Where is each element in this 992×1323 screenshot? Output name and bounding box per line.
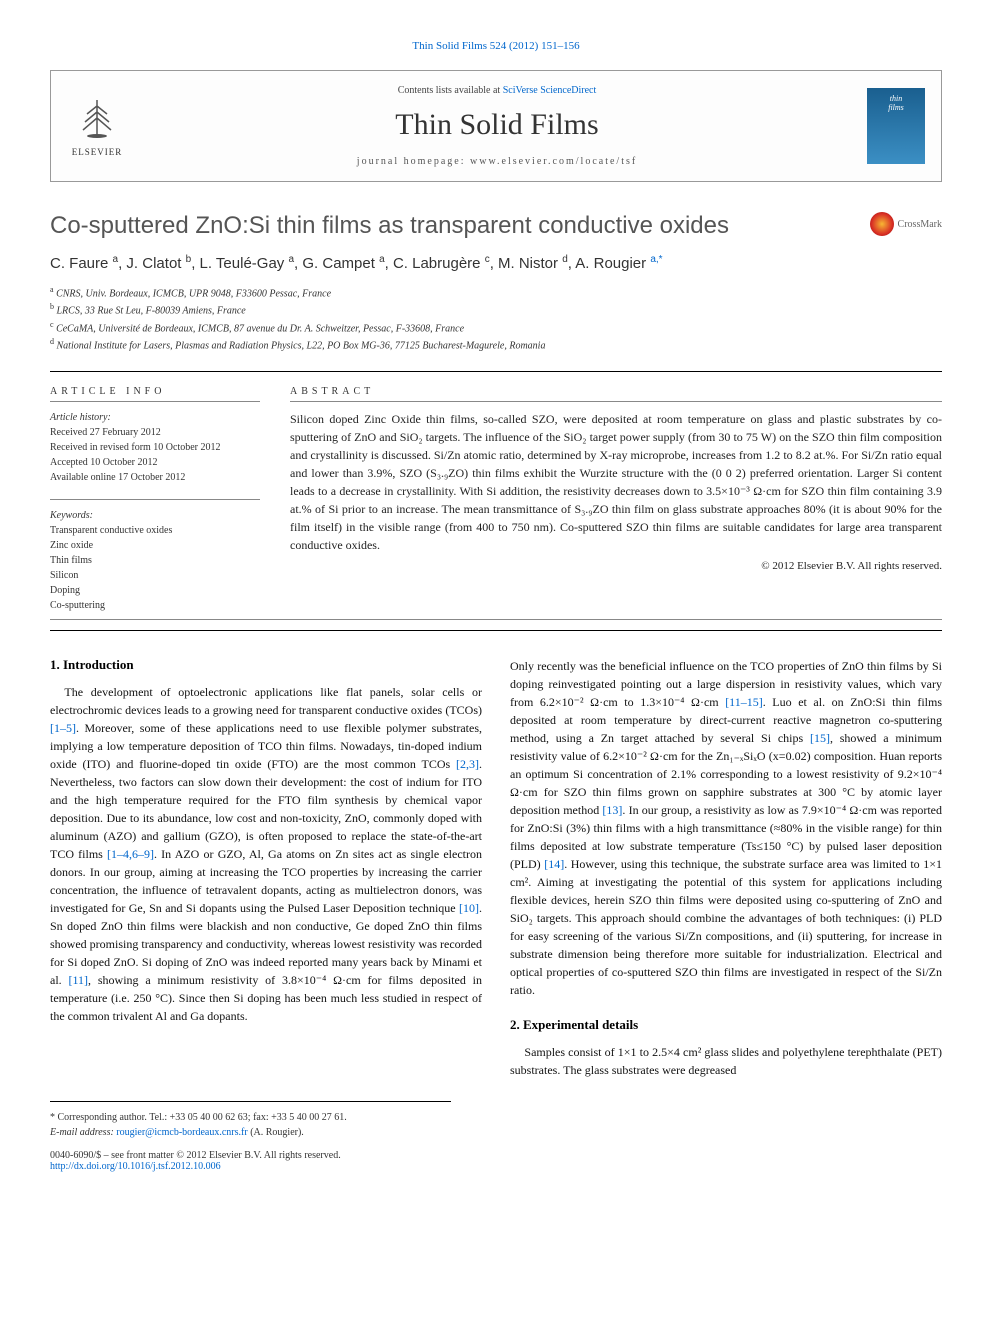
experimental-para-1: Samples consist of 1×1 to 2.5×4 cm² glas… — [510, 1043, 942, 1079]
authors-list: C. Faure a, J. Clatot b, L. Teulé-Gay a,… — [50, 254, 942, 272]
contents-line: Contents lists available at SciVerse Sci… — [147, 85, 847, 96]
intro-heading: 1. Introduction — [50, 657, 482, 673]
corresponding-author-footer: * Corresponding author. Tel.: +33 05 40 … — [50, 1101, 451, 1140]
journal-cover-icon: thin films — [867, 88, 925, 164]
crossmark-icon — [870, 212, 894, 236]
left-column: 1. Introduction The development of optoe… — [50, 657, 482, 1079]
journal-header: ELSEVIER Contents lists available at Sci… — [50, 70, 942, 182]
keywords: Keywords: Transparent conductive oxides … — [50, 508, 260, 613]
bottom-bar: 0040-6090/$ – see front matter © 2012 El… — [50, 1150, 942, 1172]
sciencedirect-link[interactable]: SciVerse ScienceDirect — [503, 85, 597, 96]
article-info: ARTICLE INFO Article history: Received 2… — [50, 386, 260, 613]
doi-link[interactable]: http://dx.doi.org/10.1016/j.tsf.2012.10.… — [50, 1161, 221, 1172]
elsevier-logo: ELSEVIER — [67, 91, 127, 161]
crossmark-badge[interactable]: CrossMark — [870, 212, 942, 236]
article-title: Co-sputtered ZnO:Si thin films as transp… — [50, 212, 870, 240]
elsevier-tree-icon — [77, 96, 117, 145]
article-info-head: ARTICLE INFO — [50, 386, 260, 397]
journal-homepage: journal homepage: www.elsevier.com/locat… — [147, 156, 847, 167]
intro-para-2: Only recently was the beneficial influen… — [510, 657, 942, 999]
experimental-heading: 2. Experimental details — [510, 1017, 942, 1033]
affiliations: a CNRS, Univ. Bordeaux, ICMCB, UPR 9048,… — [50, 284, 942, 353]
email-link[interactable]: rougier@icmcb-bordeaux.cnrs.fr — [116, 1127, 247, 1138]
abstract-head: ABSTRACT — [290, 386, 942, 397]
right-column: Only recently was the beneficial influen… — [510, 657, 942, 1079]
elsevier-text: ELSEVIER — [72, 147, 123, 157]
copyright: © 2012 Elsevier B.V. All rights reserved… — [290, 560, 942, 572]
journal-reference[interactable]: Thin Solid Films 524 (2012) 151–156 — [50, 40, 942, 52]
journal-name: Thin Solid Films — [147, 108, 847, 142]
abstract-text: Silicon doped Zinc Oxide thin films, so-… — [290, 410, 942, 554]
abstract: ABSTRACT Silicon doped Zinc Oxide thin f… — [290, 386, 942, 613]
intro-para-1: The development of optoelectronic applic… — [50, 683, 482, 1025]
article-history: Article history: Received 27 February 20… — [50, 410, 260, 485]
